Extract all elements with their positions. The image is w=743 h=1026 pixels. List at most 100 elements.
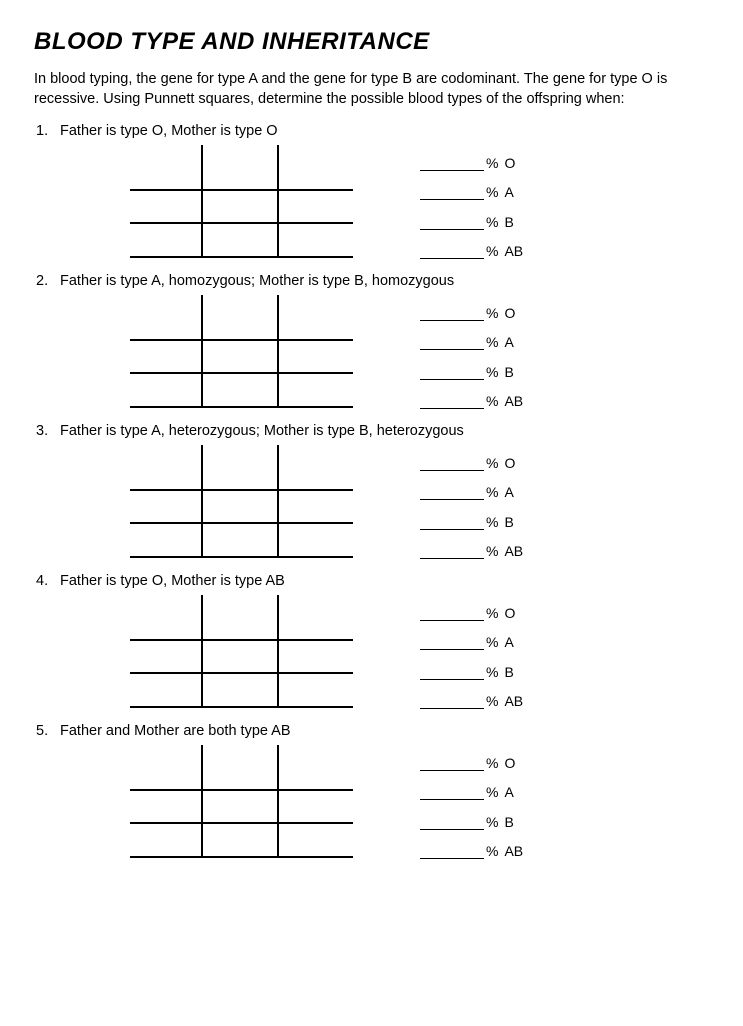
- percent-sign: %: [486, 693, 498, 709]
- answer-line: %B: [420, 508, 523, 530]
- answer-blank[interactable]: [420, 157, 484, 171]
- answer-blank[interactable]: [420, 695, 484, 709]
- problem-work-area: %O%A%B%AB: [34, 745, 709, 863]
- problem-text: Father is type O, Mother is type AB: [60, 573, 709, 589]
- answer-line: %B: [420, 808, 523, 830]
- blood-type-label: AB: [504, 393, 523, 409]
- answer-blank[interactable]: [420, 607, 484, 621]
- percent-sign: %: [486, 843, 498, 859]
- intro-paragraph: In blood typing, the gene for type A and…: [34, 70, 709, 109]
- percent-sign: %: [486, 455, 498, 471]
- problem-prompt: 2.Father is type A, homozygous; Mother i…: [34, 273, 709, 289]
- percent-sign: %: [486, 814, 498, 830]
- problem: 4.Father is type O, Mother is type AB%O%…: [34, 573, 709, 713]
- percent-sign: %: [486, 755, 498, 771]
- answer-line: %O: [420, 299, 523, 321]
- punnett-square: [130, 295, 360, 413]
- answer-blank[interactable]: [420, 845, 484, 859]
- blood-type-label: AB: [504, 243, 523, 259]
- problem-work-area: %O%A%B%AB: [34, 145, 709, 263]
- blood-type-label: B: [504, 214, 513, 230]
- answer-line: % AB: [420, 687, 523, 709]
- page-title: BLOOD TYPE AND INHERITANCE: [34, 28, 709, 56]
- problem-number: 4.: [34, 573, 60, 589]
- blood-type-label: O: [504, 305, 515, 321]
- answer-line: % AB: [420, 537, 523, 559]
- problem-text: Father and Mother are both type AB: [60, 723, 709, 739]
- answer-line: % AB: [420, 387, 523, 409]
- answer-blank[interactable]: [420, 666, 484, 680]
- answer-blank[interactable]: [420, 516, 484, 530]
- blood-type-label: B: [504, 664, 513, 680]
- blood-type-label: A: [504, 484, 513, 500]
- answer-line: %A: [420, 778, 523, 800]
- answer-column: %O%A%B%AB: [420, 295, 523, 413]
- answer-blank[interactable]: [420, 636, 484, 650]
- answer-blank[interactable]: [420, 307, 484, 321]
- answer-blank[interactable]: [420, 186, 484, 200]
- answer-blank[interactable]: [420, 245, 484, 259]
- punnett-square: [130, 745, 360, 863]
- problem: 2.Father is type A, homozygous; Mother i…: [34, 273, 709, 413]
- percent-sign: %: [486, 305, 498, 321]
- problem: 1.Father is type O, Mother is type O%O%A…: [34, 123, 709, 263]
- percent-sign: %: [486, 634, 498, 650]
- answer-line: % AB: [420, 237, 523, 259]
- blood-type-label: B: [504, 364, 513, 380]
- problem-work-area: %O%A%B%AB: [34, 295, 709, 413]
- answer-blank[interactable]: [420, 816, 484, 830]
- punnett-square: [130, 445, 360, 563]
- blood-type-label: O: [504, 605, 515, 621]
- percent-sign: %: [486, 514, 498, 530]
- punnett-square: [130, 595, 360, 713]
- percent-sign: %: [486, 605, 498, 621]
- answer-line: %O: [420, 149, 523, 171]
- answer-line: %B: [420, 358, 523, 380]
- percent-sign: %: [486, 214, 498, 230]
- problem: 5.Father and Mother are both type AB %O %A…: [34, 723, 709, 863]
- blood-type-label: O: [504, 155, 515, 171]
- problem-text: Father is type O, Mother is type O: [60, 123, 709, 139]
- punnett-wrap: [130, 145, 360, 263]
- percent-sign: %: [486, 664, 498, 680]
- answer-blank[interactable]: [420, 757, 484, 771]
- answer-blank[interactable]: [420, 457, 484, 471]
- percent-sign: %: [486, 784, 498, 800]
- answer-blank[interactable]: [420, 486, 484, 500]
- percent-sign: %: [486, 243, 498, 259]
- problem-prompt: 4.Father is type O, Mother is type AB: [34, 573, 709, 589]
- problem-number: 1.: [34, 123, 60, 139]
- problem-number: 5.: [34, 723, 60, 739]
- answer-blank[interactable]: [420, 366, 484, 380]
- percent-sign: %: [486, 184, 498, 200]
- answer-blank[interactable]: [420, 786, 484, 800]
- worksheet-page: BLOOD TYPE AND INHERITANCE In blood typi…: [0, 0, 743, 1026]
- answer-blank[interactable]: [420, 545, 484, 559]
- problem-work-area: %O%A%B%AB: [34, 595, 709, 713]
- blood-type-label: A: [504, 634, 513, 650]
- percent-sign: %: [486, 364, 498, 380]
- answer-column: %O%A%B%AB: [420, 595, 523, 713]
- percent-sign: %: [486, 334, 498, 350]
- answer-blank[interactable]: [420, 336, 484, 350]
- blood-type-label: AB: [504, 693, 523, 709]
- blood-type-label: A: [504, 184, 513, 200]
- answer-line: %O: [420, 599, 523, 621]
- problem: 3.Father is type A, heterozygous; Mother…: [34, 423, 709, 563]
- problem-text: Father is type A, heterozygous; Mother i…: [60, 423, 709, 439]
- answer-column: %O%A%B%AB: [420, 745, 523, 863]
- answer-line: %B: [420, 658, 523, 680]
- percent-sign: %: [486, 155, 498, 171]
- percent-sign: %: [486, 393, 498, 409]
- punnett-square: [130, 145, 360, 263]
- answer-blank[interactable]: [420, 216, 484, 230]
- blood-type-label: A: [504, 334, 513, 350]
- answer-column: %O%A%B%AB: [420, 445, 523, 563]
- blood-type-label: AB: [504, 543, 523, 559]
- answer-line: %A: [420, 328, 523, 350]
- answer-line: %O: [420, 749, 523, 771]
- percent-sign: %: [486, 543, 498, 559]
- answer-blank[interactable]: [420, 395, 484, 409]
- punnett-wrap: [130, 295, 360, 413]
- problem-number: 2.: [34, 273, 60, 289]
